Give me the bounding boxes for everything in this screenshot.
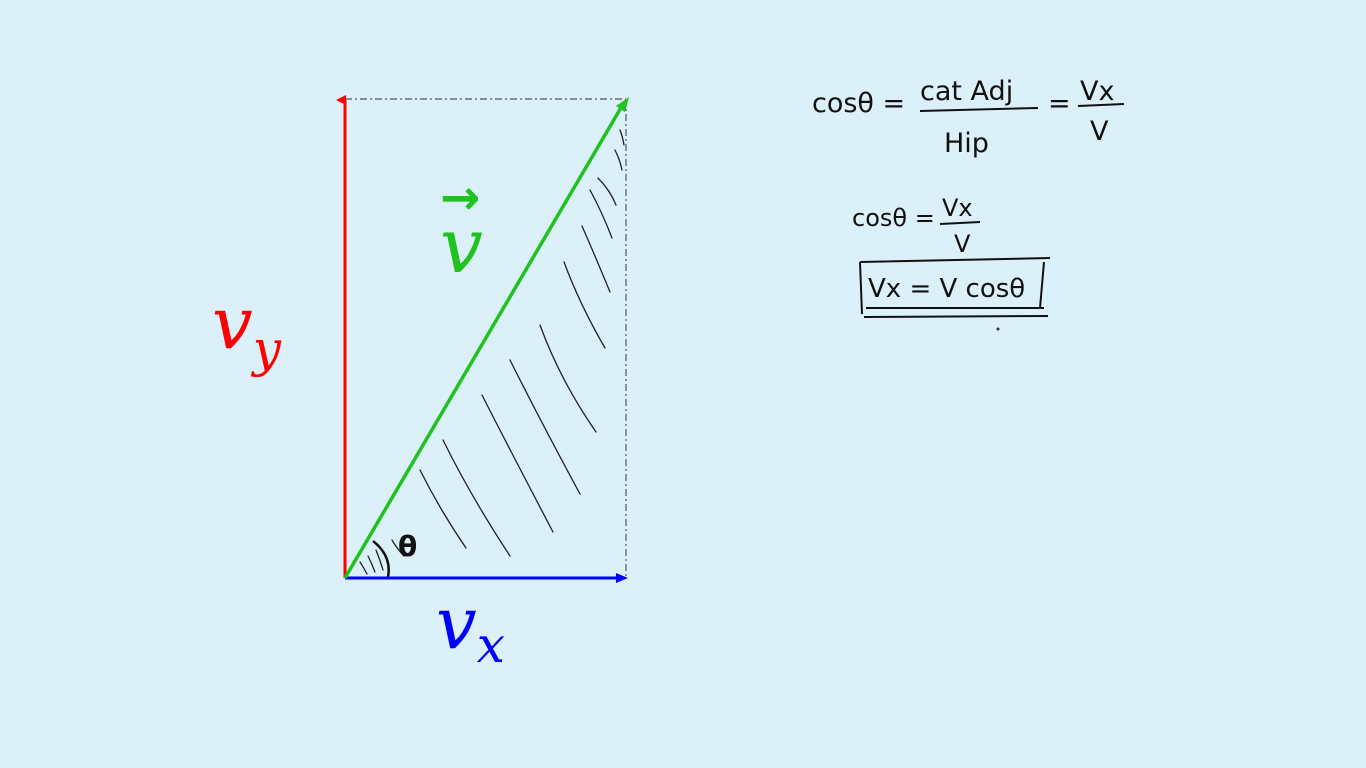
boxed-result: Vx = V cosθ — [859, 257, 1051, 331]
v-label-arrow: → — [440, 170, 480, 226]
vx-vector — [345, 573, 628, 583]
vx-label-sub: x — [477, 616, 505, 674]
vx-label: vx — [436, 581, 505, 674]
theta-label: θ — [398, 530, 417, 563]
box-outline — [859, 257, 1051, 315]
eq1-fraction-bar-2 — [1077, 103, 1125, 107]
vy-label-sub: y — [251, 320, 282, 378]
equation-1: cosθ = cat Adj Hip = Vx V — [812, 76, 1125, 159]
v-label: v — [440, 201, 483, 290]
box-underline-bottom — [863, 315, 1049, 318]
guide-lines — [345, 98, 627, 578]
eq1-fraction-bar — [919, 107, 1039, 112]
equation-2: cosθ = Vx V — [852, 194, 981, 258]
eq2-fraction-bar — [939, 221, 981, 225]
eq2-lhs: cosθ = — [852, 204, 935, 232]
vy-label: vy — [212, 281, 282, 378]
ink-dot — [996, 327, 1000, 331]
angle-arc — [372, 540, 390, 578]
eq1-denominator: Hip — [944, 128, 989, 159]
eq1-equals: = — [1048, 88, 1071, 119]
triangle-hatching — [359, 129, 625, 575]
eq2-denominator: V — [954, 230, 971, 258]
eq1-numerator: cat Adj — [920, 76, 1013, 107]
boxed-formula: Vx = V cosθ — [868, 274, 1025, 304]
v-vector — [343, 97, 629, 579]
vy-label-main: v — [212, 281, 253, 365]
eq1-numerator-2: Vx — [1080, 76, 1114, 107]
eq1-lhs: cosθ = — [812, 88, 905, 119]
eq1-denominator-2: V — [1090, 116, 1109, 147]
vx-label-main: v — [436, 581, 477, 665]
eq2-numerator: Vx — [942, 194, 973, 222]
